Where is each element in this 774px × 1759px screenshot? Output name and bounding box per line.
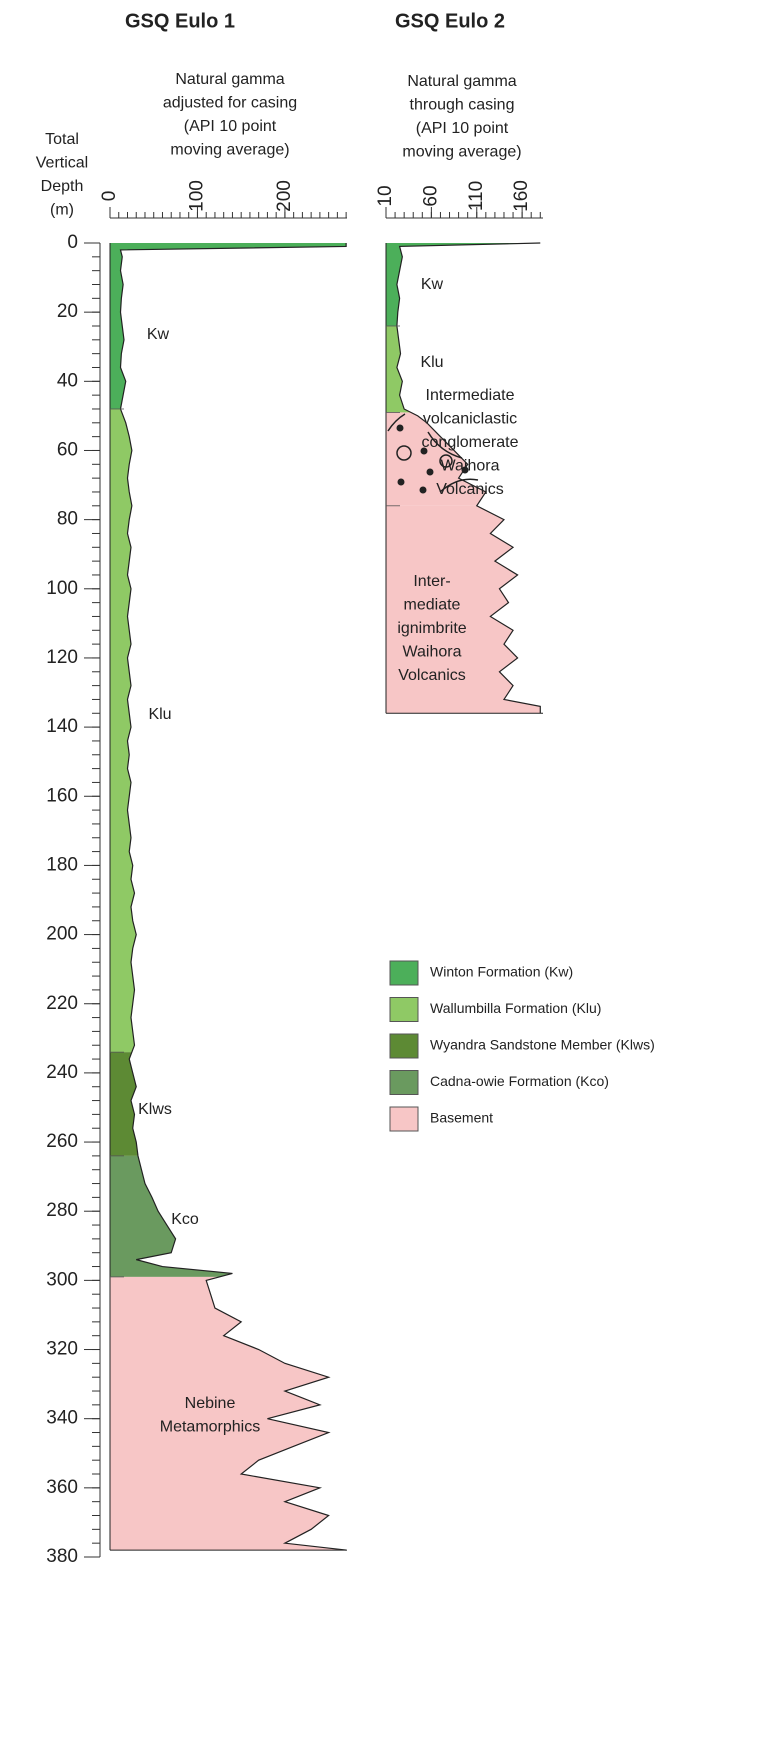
formation-label: Klu	[420, 354, 443, 371]
y-tick-label: 360	[46, 1477, 78, 1498]
formation-label: Kw	[147, 326, 170, 343]
legend-label: Wallumbilla Formation (Klu)	[430, 1000, 601, 1016]
x-axis-label: (API 10 point	[416, 120, 509, 137]
clast-dot	[420, 487, 426, 493]
formation	[386, 243, 543, 326]
formation-label: Kco	[171, 1211, 199, 1228]
x-tick-label: 100	[186, 180, 207, 212]
x-tick-label: 200	[274, 180, 295, 212]
y-tick-label: 100	[46, 578, 78, 599]
formation	[110, 1277, 347, 1550]
y-tick-label: 180	[46, 854, 78, 875]
y-axis-label: Vertical	[36, 155, 88, 172]
y-tick-label: 320	[46, 1339, 78, 1360]
y-tick-label: 120	[46, 647, 78, 668]
formation	[110, 243, 347, 409]
y-tick-label: 380	[46, 1546, 78, 1567]
formation-label: Waihora	[403, 644, 462, 661]
legend-label: Cadna-owie Formation (Kco)	[430, 1073, 609, 1089]
legend-swatch	[390, 961, 418, 985]
y-axis-label: Depth	[41, 178, 84, 195]
formation-label: Kw	[421, 276, 444, 293]
y-tick-label: 80	[57, 509, 78, 530]
formation-label: Inter-	[413, 573, 450, 590]
formation	[110, 1156, 347, 1277]
x-axis-label: Natural gamma	[175, 71, 284, 88]
y-tick-label: 280	[46, 1200, 78, 1221]
x-axis-label: through casing	[410, 97, 515, 114]
y-tick-label: 140	[46, 716, 78, 737]
x-tick-label: 160	[511, 180, 532, 212]
formation-label: Nebine	[185, 1395, 236, 1412]
legend-label: Basement	[430, 1110, 493, 1126]
formation-label: Intermediate	[426, 387, 515, 404]
y-tick-label: 260	[46, 1131, 78, 1152]
y-axis-label: Total	[45, 131, 79, 148]
clast-dot	[462, 467, 468, 473]
legend-label: Wyandra Sandstone Member (Klws)	[430, 1037, 655, 1053]
x-tick-label: 0	[99, 191, 120, 202]
formation-label: Klws	[138, 1101, 172, 1118]
formation-label: volcaniclastic	[423, 411, 517, 428]
x-axis-label: moving average)	[170, 142, 289, 159]
formation-label: Volcanics	[398, 667, 466, 684]
legend-label: Winton Formation (Kw)	[430, 964, 573, 980]
x-tick-label: 60	[420, 185, 441, 206]
y-tick-label: 300	[46, 1269, 78, 1290]
y-tick-label: 0	[67, 232, 78, 253]
legend-swatch	[390, 1071, 418, 1095]
formation-label: mediate	[404, 597, 461, 614]
formation-label: ignimbrite	[397, 620, 466, 637]
y-tick-label: 40	[57, 370, 78, 391]
formation	[110, 409, 347, 1052]
y-tick-label: 340	[46, 1408, 78, 1429]
clast-dot	[427, 469, 433, 475]
x-axis-label: adjusted for casing	[163, 95, 297, 112]
chart: GSQ Eulo 1 Natural gamma adjusted for casi…	[0, 0, 774, 1759]
x-axis-label: (API 10 point	[184, 118, 277, 135]
x-axis-label: moving average)	[402, 144, 521, 161]
x-tick-label: 10	[375, 185, 396, 206]
legend-swatch	[390, 998, 418, 1022]
x-tick-label: 110	[466, 181, 487, 211]
y-tick-label: 240	[46, 1062, 78, 1083]
y-tick-label: 60	[57, 439, 78, 460]
y-tick-label: 200	[46, 924, 78, 945]
formation-label: Klu	[148, 706, 171, 723]
x-axis-label: Natural gamma	[407, 73, 516, 90]
y-tick-label: 160	[46, 785, 78, 806]
chart-title: GSQ Eulo 1	[125, 10, 235, 32]
legend-swatch	[390, 1107, 418, 1131]
formation-label: Metamorphics	[160, 1419, 260, 1436]
legend-swatch	[390, 1034, 418, 1058]
clast-dot	[397, 425, 403, 431]
clast-dot	[398, 479, 404, 485]
chart-title: GSQ Eulo 2	[395, 10, 505, 32]
y-axis-label: (m)	[50, 202, 74, 219]
y-tick-label: 220	[46, 993, 78, 1014]
clast-dot	[421, 448, 427, 454]
y-tick-label: 20	[57, 301, 78, 322]
